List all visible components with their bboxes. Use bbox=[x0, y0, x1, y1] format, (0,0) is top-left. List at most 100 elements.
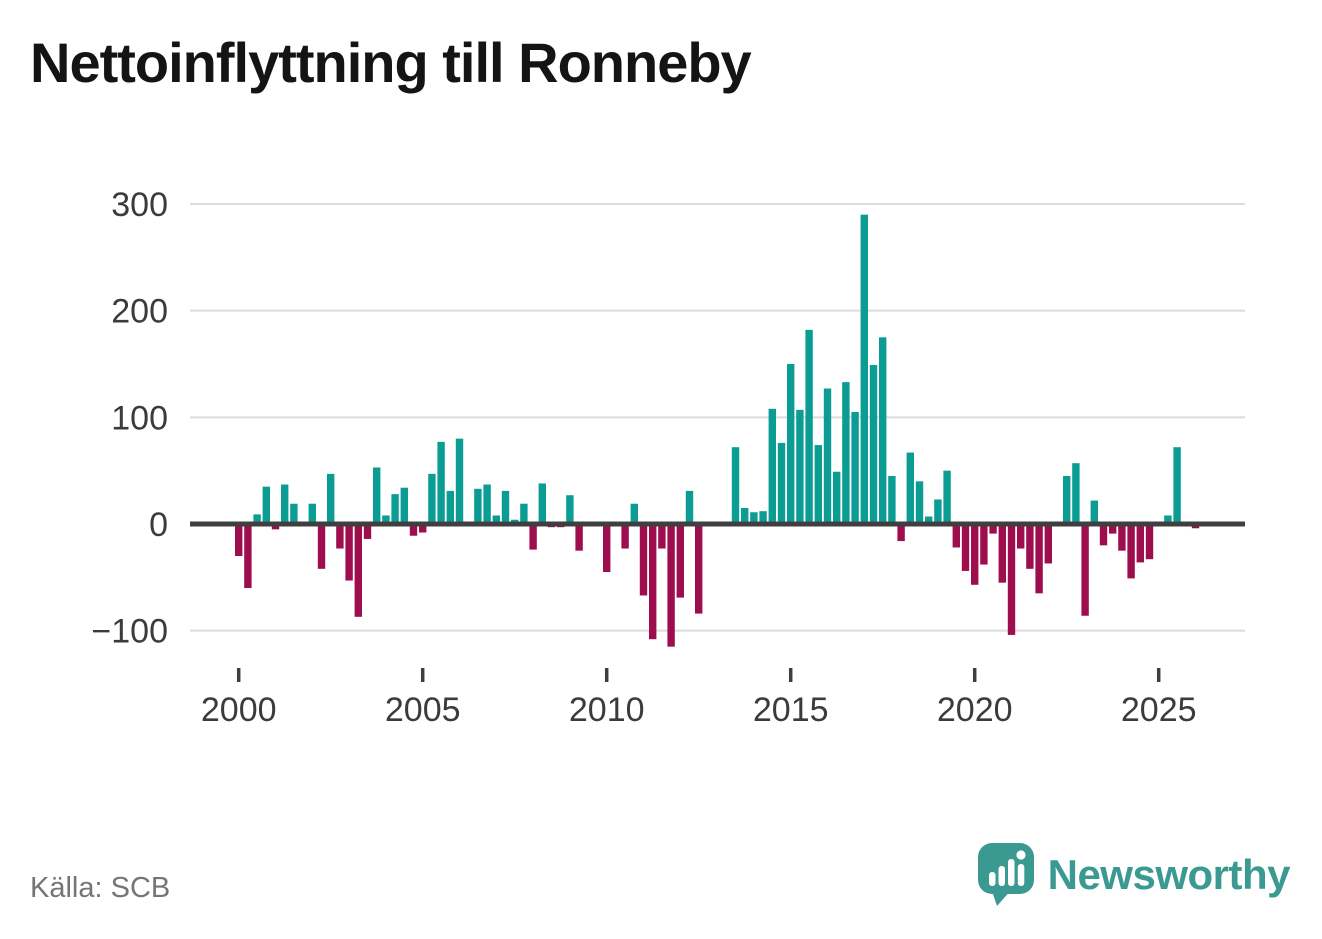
bar-q92 bbox=[1081, 524, 1089, 616]
x-tick-mark-2005 bbox=[420, 668, 425, 682]
bar-q8 bbox=[308, 503, 316, 524]
bar-q56 bbox=[750, 512, 758, 524]
bar-q55 bbox=[741, 508, 749, 524]
bar-q1 bbox=[244, 524, 252, 588]
bar-q50 bbox=[695, 524, 703, 614]
bar-q68 bbox=[860, 214, 868, 524]
bar-q87 bbox=[1035, 524, 1043, 594]
x-tick-label-2000: 2000 bbox=[201, 691, 277, 729]
bar-q90 bbox=[1063, 476, 1071, 524]
bar-q85 bbox=[1017, 524, 1025, 549]
bar-q83 bbox=[998, 524, 1006, 583]
bar-q27 bbox=[483, 484, 491, 524]
bar-q36 bbox=[566, 495, 574, 524]
bar-q32 bbox=[529, 524, 537, 550]
x-tick-mark-2010 bbox=[604, 668, 609, 682]
bar-q99 bbox=[1145, 524, 1154, 560]
bar-q6 bbox=[290, 503, 298, 524]
bar-q65 bbox=[833, 471, 841, 524]
bar-q91 bbox=[1072, 463, 1080, 524]
bar-q86 bbox=[1026, 524, 1034, 569]
brand-name: Newsworthy bbox=[1047, 851, 1291, 898]
bar-q29 bbox=[501, 490, 510, 524]
bar-q12 bbox=[345, 524, 353, 581]
chart-title: Nettoinflyttning till Ronneby bbox=[30, 31, 752, 94]
bar-q84 bbox=[1007, 524, 1016, 635]
bar-q58 bbox=[768, 408, 776, 524]
bar-q4 bbox=[271, 524, 280, 530]
bar-q46 bbox=[658, 524, 666, 549]
bar-q102 bbox=[1173, 447, 1181, 524]
bar-q26 bbox=[474, 488, 482, 524]
y-tick-label-200: 200 bbox=[111, 293, 168, 331]
source-note: Källa: SCB bbox=[30, 872, 171, 904]
speech-bubble-bar-chart-exclamation-icon bbox=[977, 843, 1034, 906]
bar-q93 bbox=[1090, 500, 1098, 524]
bar-q94 bbox=[1099, 524, 1108, 546]
bar-q67 bbox=[851, 412, 859, 524]
y-tick-label-100: 100 bbox=[111, 399, 168, 437]
x-tick-mark-2015 bbox=[788, 668, 793, 682]
bar-q10 bbox=[327, 473, 335, 524]
bar-q88 bbox=[1044, 524, 1052, 564]
bar-q16 bbox=[382, 515, 390, 524]
bar-q59 bbox=[777, 442, 786, 524]
bar-q63 bbox=[814, 445, 822, 524]
bar-q70 bbox=[879, 337, 887, 524]
bar-q69 bbox=[869, 365, 878, 524]
bar-q21 bbox=[428, 473, 436, 524]
bar-q77 bbox=[943, 470, 951, 525]
bar-q17 bbox=[391, 494, 399, 524]
bar-q2 bbox=[253, 514, 261, 524]
bar-q49 bbox=[685, 490, 694, 524]
bar-q22 bbox=[437, 441, 445, 524]
y-tick-label--100: −100 bbox=[91, 613, 168, 651]
bar-q14 bbox=[363, 524, 372, 539]
bar-q40 bbox=[603, 524, 611, 572]
bar-q72 bbox=[897, 524, 905, 542]
bar-q57 bbox=[759, 511, 767, 524]
bar-q64 bbox=[823, 388, 832, 524]
bar-q66 bbox=[842, 382, 850, 524]
bar-q15 bbox=[373, 467, 381, 524]
bar-q3 bbox=[262, 486, 270, 524]
bar-q23 bbox=[446, 490, 454, 524]
bar-q20 bbox=[419, 524, 427, 533]
bar-q45 bbox=[649, 524, 657, 640]
bar-q76 bbox=[934, 499, 942, 524]
bar-q33 bbox=[538, 483, 546, 524]
bar-q82 bbox=[989, 524, 997, 534]
x-tick-label-2025: 2025 bbox=[1121, 691, 1197, 729]
bar-q18 bbox=[400, 487, 408, 524]
bar-q60 bbox=[787, 364, 795, 524]
x-tick-label-2005: 2005 bbox=[385, 691, 461, 729]
x-tick-mark-2000 bbox=[236, 668, 241, 682]
bar-q19 bbox=[409, 524, 418, 536]
bar-q95 bbox=[1109, 524, 1117, 534]
x-tick-mark-2020 bbox=[972, 668, 977, 682]
bar-q73 bbox=[906, 452, 914, 524]
bar-q96 bbox=[1118, 524, 1126, 551]
bar-q78 bbox=[952, 524, 960, 548]
bar-q28 bbox=[492, 515, 500, 524]
y-tick-label-0: 0 bbox=[149, 506, 168, 544]
bar-q101 bbox=[1164, 515, 1172, 524]
bar-q13 bbox=[354, 524, 362, 617]
bar-q79 bbox=[961, 524, 970, 571]
bar-q62 bbox=[805, 329, 813, 524]
x-tick-label-2020: 2020 bbox=[937, 691, 1013, 729]
bar-q75 bbox=[925, 516, 933, 524]
bar-q71 bbox=[888, 476, 896, 524]
x-tick-mark-2025 bbox=[1156, 668, 1161, 682]
bar-q80 bbox=[971, 524, 979, 585]
bar-q61 bbox=[796, 409, 804, 524]
brand-logo: Newsworthy bbox=[977, 843, 1291, 907]
bar-q24 bbox=[455, 438, 464, 524]
bar-q5 bbox=[281, 484, 289, 524]
bar-q48 bbox=[676, 524, 684, 598]
bar-q98 bbox=[1136, 524, 1144, 563]
bar-q44 bbox=[639, 524, 648, 596]
bar-q0 bbox=[235, 524, 243, 556]
